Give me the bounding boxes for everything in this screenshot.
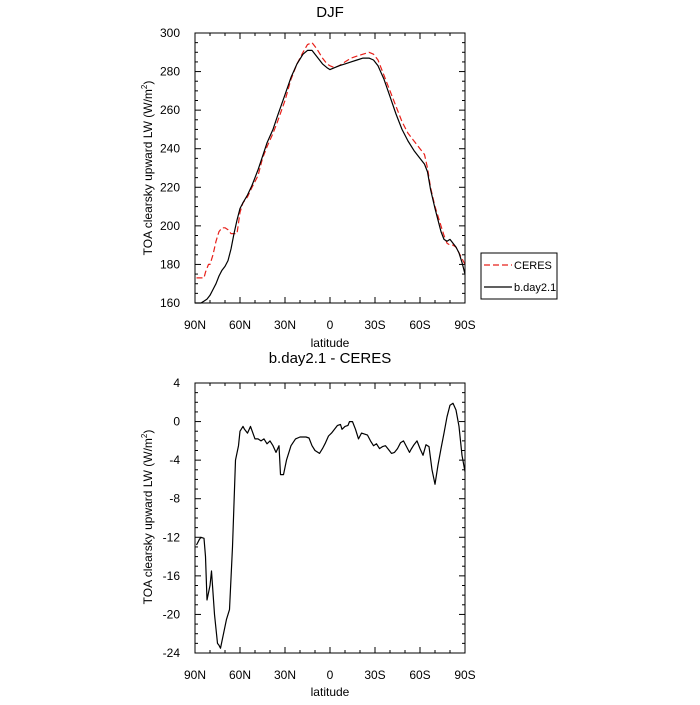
bottom-y-axis-label-close: ) — [141, 430, 155, 434]
top-y-tick-label: 180 — [160, 257, 180, 271]
top-x-tick-label: 30N — [274, 318, 296, 332]
bottom-y-axis-label-superscript: 2 — [140, 433, 149, 438]
top-y-axis-label-close: ) — [141, 81, 155, 85]
bottom-ticks: 90N 60N 30N 0 30S 60S 90S -24 -20 -16 -12 -8 -4 0 4 — [163, 376, 476, 682]
top-plot-frame — [194, 32, 466, 304]
legend-box — [480, 252, 558, 300]
legend-label-ceres: CERES — [514, 260, 552, 272]
bottom-series-line-difference — [195, 402, 466, 649]
bottom-x-tick-label: 60S — [409, 668, 430, 682]
top-y-axis-label-superscript: 2 — [140, 84, 149, 89]
bottom-y-tick-label: 0 — [173, 415, 180, 429]
bottom-y-tick-label: -16 — [163, 569, 181, 583]
top-y-axis-label: TOA clearsky upward LW (W/m2) — [140, 81, 155, 256]
bottom-chart-title: b.day2.1 - CERES — [269, 350, 392, 367]
top-y-tick-label: 240 — [160, 142, 180, 156]
top-y-tick-label: 160 — [160, 296, 180, 310]
top-panel: DJF TOA clearsky upward LW (W/m2) latitu… — [140, 4, 558, 350]
bottom-x-tick-label: 90N — [184, 668, 206, 682]
bottom-x-axis-label: latitude — [311, 685, 350, 699]
legend-label-bday: b.day2.1 — [514, 282, 556, 294]
top-x-tick-label: 90N — [184, 318, 206, 332]
top-y-tick-label: 200 — [160, 219, 180, 233]
bottom-y-axis-label: TOA clearsky upward LW (W/m2) — [140, 430, 155, 605]
bottom-y-axis-label-text: TOA clearsky upward LW (W/m — [141, 438, 155, 604]
top-y-tick-label: 220 — [160, 180, 180, 194]
bottom-y-tick-label: -24 — [163, 646, 181, 660]
bottom-panel: b.day2.1 - CERES TOA clearsky upward LW … — [140, 350, 476, 699]
bottom-y-tick-label: 4 — [173, 376, 180, 390]
top-chart-title: DJF — [316, 4, 344, 21]
top-series-line-ceres — [196, 41, 466, 279]
bottom-lines — [195, 402, 466, 649]
bottom-y-tick-label: -8 — [169, 492, 180, 506]
top-x-tick-label: 30S — [364, 318, 385, 332]
top-x-tick-label: 90S — [454, 318, 475, 332]
legend: CERES b.day2.1 — [480, 252, 558, 300]
top-y-axis-label-text: TOA clearsky upward LW (W/m — [141, 89, 155, 255]
top-x-tick-label: 60S — [409, 318, 430, 332]
bottom-x-tick-label: 60N — [229, 668, 251, 682]
top-series-line-b-day2-1 — [195, 49, 466, 304]
bottom-x-tick-label: 90S — [454, 668, 475, 682]
top-x-tick-label: 60N — [229, 318, 251, 332]
top-y-tick-label: 260 — [160, 103, 180, 117]
top-y-tick-label: 300 — [160, 26, 180, 40]
top-x-axis-label: latitude — [311, 336, 350, 350]
top-y-tick-label: 280 — [160, 65, 180, 79]
bottom-x-tick-label: 0 — [327, 668, 334, 682]
bottom-y-tick-label: -12 — [163, 530, 181, 544]
bottom-x-tick-label: 30N — [274, 668, 296, 682]
top-x-tick-label: 0 — [327, 318, 334, 332]
top-lines — [195, 41, 466, 304]
bottom-y-tick-label: -20 — [163, 607, 181, 621]
bottom-plot-frame — [194, 382, 466, 654]
bottom-y-tick-label: -4 — [169, 453, 180, 467]
bottom-x-tick-label: 30S — [364, 668, 385, 682]
